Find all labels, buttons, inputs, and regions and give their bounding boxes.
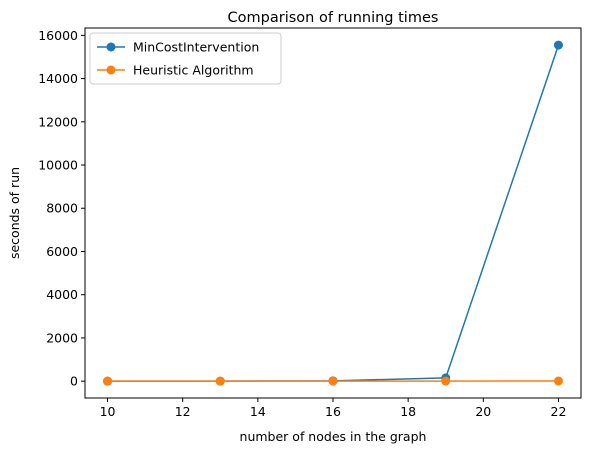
y-tick-label: 2000 (46, 330, 78, 345)
y-tick-label: 6000 (46, 244, 78, 259)
data-point-heuristic-algorithm (441, 376, 451, 386)
y-tick-label: 14000 (38, 71, 78, 86)
legend-label-heuristic-algorithm: Heuristic Algorithm (133, 63, 254, 78)
legend: MinCostIntervention Heuristic Algorithm (89, 32, 282, 85)
x-tick-label: 18 (400, 404, 416, 419)
legend-label-mincostintervention: MinCostIntervention (133, 40, 259, 55)
data-point-heuristic-algorithm (215, 376, 225, 386)
y-tick-label: 12000 (38, 114, 78, 129)
x-tick-label: 10 (100, 404, 116, 419)
y-tick-label: 4000 (46, 287, 78, 302)
x-tick-label: 20 (475, 404, 491, 419)
x-axis-label: number of nodes in the graph (240, 429, 427, 444)
legend-marker-heuristic-algorithm (106, 65, 116, 75)
x-tick-label: 16 (325, 404, 341, 419)
y-tick-label: 0 (70, 374, 78, 389)
y-tick-label: 8000 (46, 201, 78, 216)
x-tick-label: 14 (250, 404, 266, 419)
y-tick-label: 16000 (38, 28, 78, 43)
legend-box (89, 32, 282, 85)
series-line-mincostintervention (107, 44, 560, 382)
y-axis-label: seconds of run (7, 167, 22, 259)
data-point-heuristic-algorithm (328, 376, 338, 386)
y-tick-label: 10000 (38, 158, 78, 173)
x-axis: 10 12 14 16 18 20 22 (100, 398, 567, 419)
y-axis: 0 2000 4000 6000 8000 10000 12000 14000 16000 (38, 28, 85, 389)
data-point-heuristic-algorithm (103, 376, 113, 386)
data-point-mincostintervention (553, 40, 563, 50)
legend-marker-mincostintervention (106, 42, 116, 52)
series-layer (103, 40, 563, 386)
x-tick-label: 12 (175, 404, 191, 419)
chart-title: Comparison of running times (228, 10, 439, 26)
data-point-heuristic-algorithm (553, 376, 563, 386)
x-tick-label: 22 (551, 404, 567, 419)
